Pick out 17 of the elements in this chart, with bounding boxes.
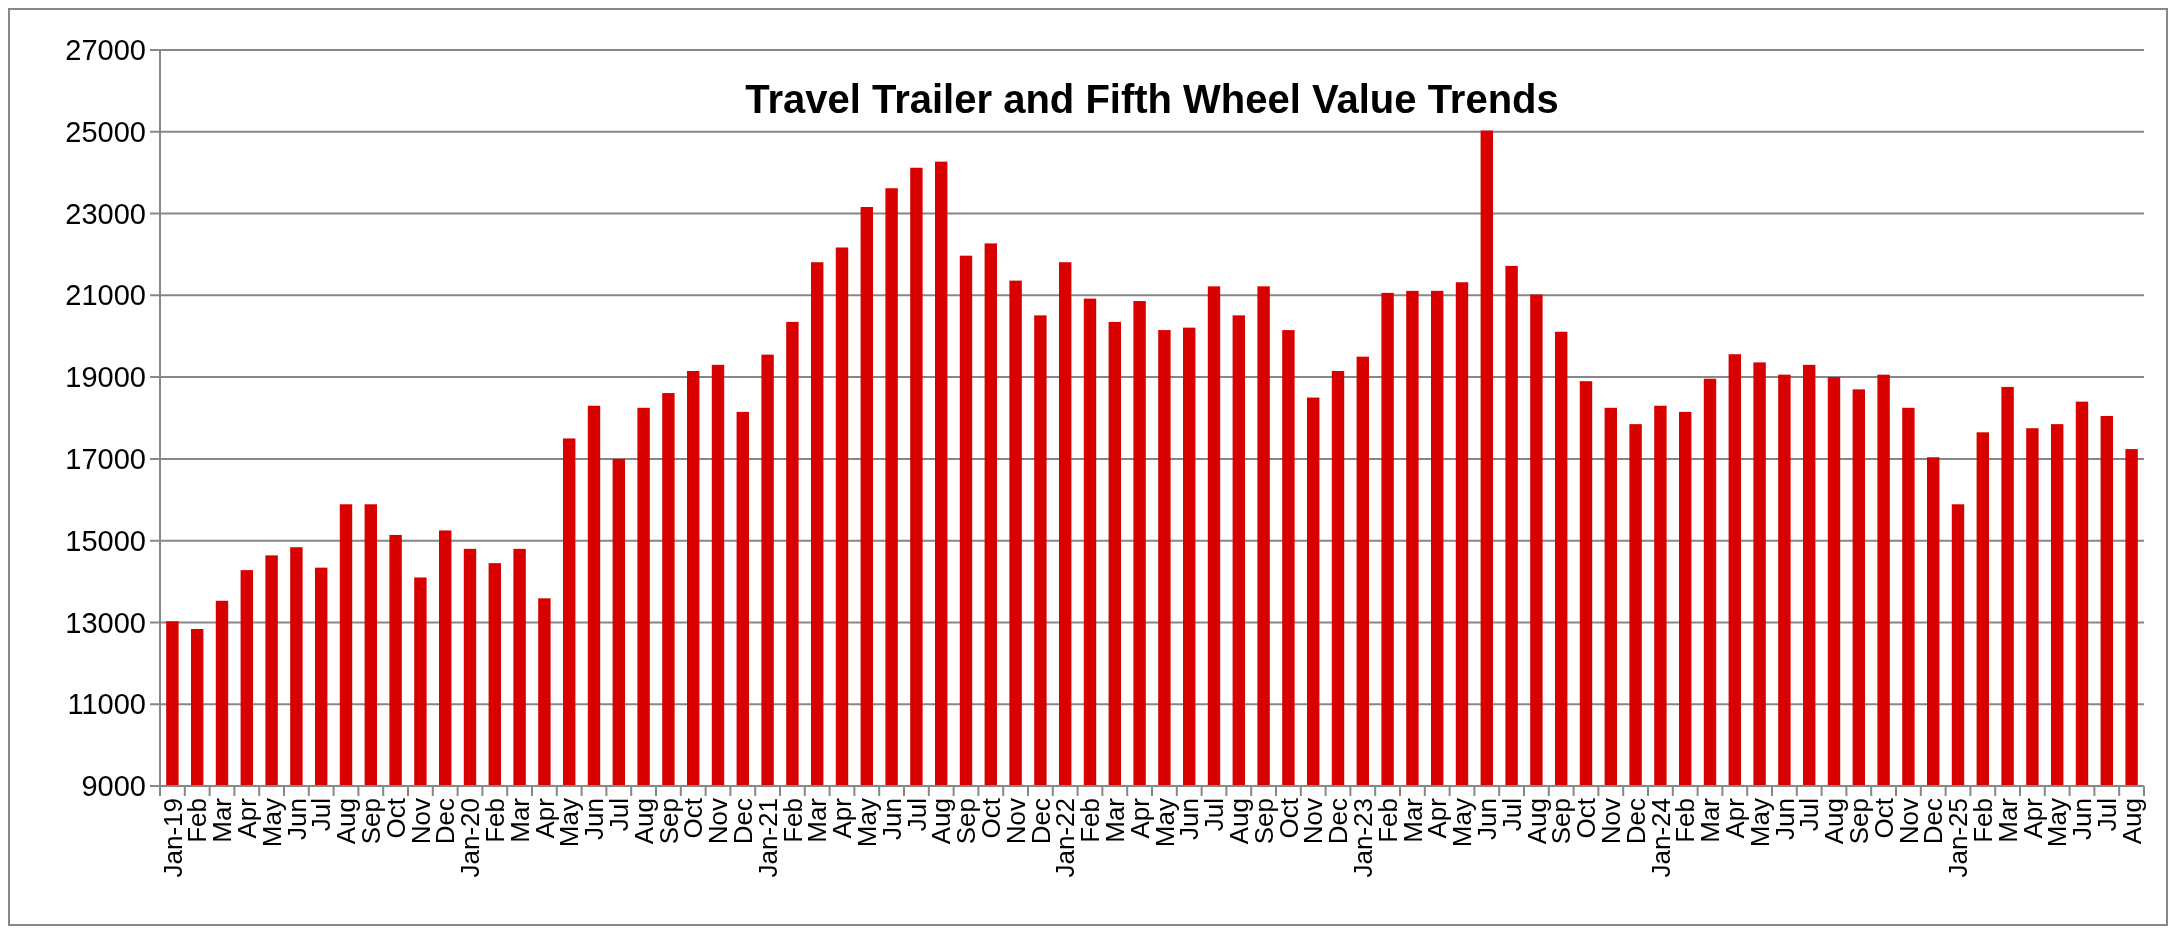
- y-tick-label: 23000: [65, 197, 146, 230]
- x-tick-label: Jul: [1496, 798, 1527, 832]
- x-tick-label: Jul: [1199, 798, 1230, 832]
- x-tick-label: Jul: [603, 798, 634, 832]
- y-tick-label: 27000: [65, 34, 146, 67]
- x-tick-label: Jul: [1794, 798, 1825, 832]
- y-tick-label: 9000: [81, 770, 146, 803]
- x-tick-label: Jul: [306, 798, 337, 832]
- y-tick-label: 17000: [65, 443, 146, 476]
- y-tick-label: 13000: [65, 606, 146, 639]
- y-tick-label: 11000: [67, 688, 146, 721]
- y-tick-label: 21000: [65, 279, 146, 312]
- y-tick-label: 25000: [65, 115, 146, 148]
- y-tick-label: 15000: [65, 524, 146, 557]
- y-tick-label: 19000: [65, 361, 146, 394]
- x-tick-label: Jul: [901, 798, 932, 832]
- text: Travel Trailer and Fifth Wheel Value Trends: [745, 77, 1559, 121]
